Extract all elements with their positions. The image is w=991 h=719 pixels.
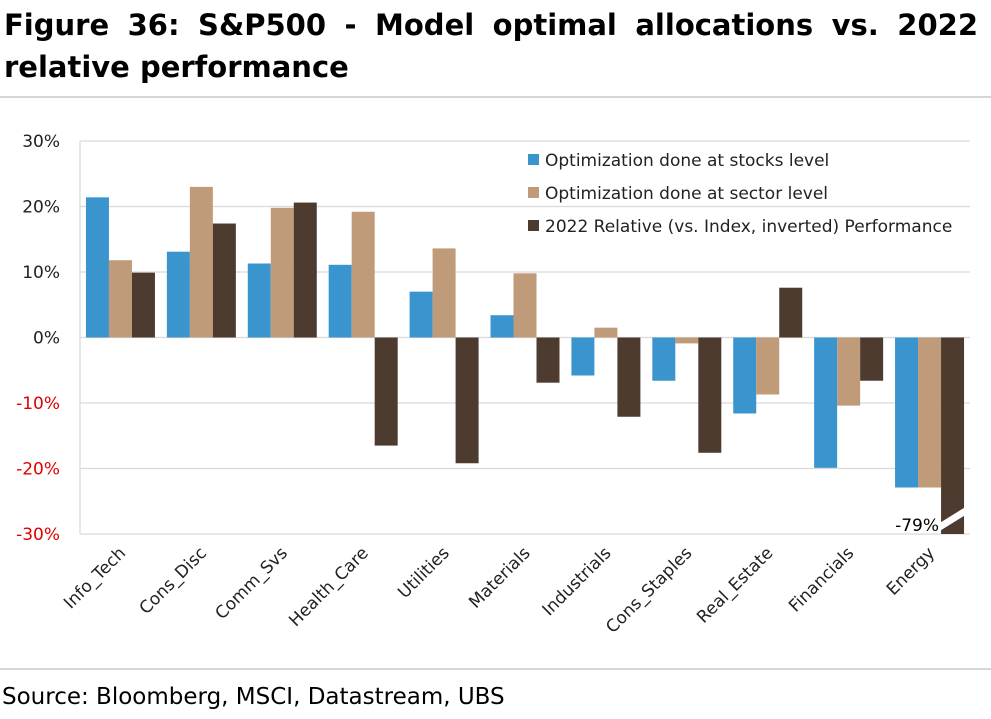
bar <box>814 337 838 468</box>
bar <box>756 337 780 395</box>
bar <box>536 337 560 383</box>
bar <box>918 337 942 488</box>
bar <box>293 202 317 338</box>
bar <box>328 264 352 338</box>
chart-title: Figure 36: S&P500 - Model optimal alloca… <box>4 8 978 84</box>
x-tick-label: Cons_Disc <box>136 543 211 618</box>
bar <box>432 248 456 338</box>
bar <box>594 327 618 338</box>
y-tick-label: 0% <box>33 329 60 349</box>
bar <box>941 337 965 534</box>
x-tick-label: Health_Care <box>285 543 372 630</box>
bar <box>131 272 155 338</box>
source-note: Source: Bloomberg, MSCI, Datastream, UBS <box>2 684 505 710</box>
x-tick-label: Industrials <box>539 543 616 620</box>
x-tick-label: Comm_Svs <box>211 543 291 623</box>
bar <box>733 337 757 414</box>
bar <box>351 211 375 338</box>
y-tick-label: -30% <box>16 525 60 545</box>
y-tick-label: 10% <box>22 263 60 283</box>
bar <box>698 337 722 453</box>
bar <box>571 337 595 376</box>
x-tick-label: Utilities <box>394 543 453 602</box>
x-tick-label: Real_Estate <box>693 543 777 627</box>
bar <box>189 186 213 338</box>
bar <box>455 337 479 464</box>
data-label: -79% <box>895 516 939 536</box>
y-tick-label: 20% <box>22 198 60 218</box>
bar <box>409 291 433 338</box>
bar <box>166 251 190 338</box>
x-tick-label: Cons_Staples <box>602 543 696 637</box>
bar <box>270 207 294 338</box>
x-tick-label: Info_Tech <box>60 543 130 613</box>
legend-swatch <box>528 187 539 198</box>
legend-label: 2022 Relative (vs. Index, inverted) Perf… <box>545 217 952 237</box>
bar <box>617 337 641 417</box>
axis-break <box>938 506 968 532</box>
bar <box>247 263 271 338</box>
y-tick-label: 30% <box>22 132 60 152</box>
x-tick-label: Financials <box>785 543 858 616</box>
bar <box>837 337 861 406</box>
bar <box>860 337 884 381</box>
bar <box>212 223 236 338</box>
bar <box>779 287 803 338</box>
legend-label: Optimization done at sector level <box>545 184 828 204</box>
bar <box>374 337 398 446</box>
bar <box>675 337 699 344</box>
legend-label: Optimization done at stocks level <box>545 151 829 171</box>
legend-swatch <box>528 220 539 231</box>
y-tick-label: -20% <box>16 460 60 480</box>
bar <box>108 260 132 338</box>
bar <box>513 273 537 338</box>
y-tick-label: -10% <box>16 394 60 414</box>
bar <box>895 337 919 488</box>
x-tick-label: Energy <box>883 543 939 599</box>
bar <box>490 315 514 338</box>
bar <box>85 197 109 338</box>
bar <box>652 337 676 381</box>
x-tick-label: Materials <box>465 543 534 612</box>
legend-swatch <box>528 154 539 165</box>
